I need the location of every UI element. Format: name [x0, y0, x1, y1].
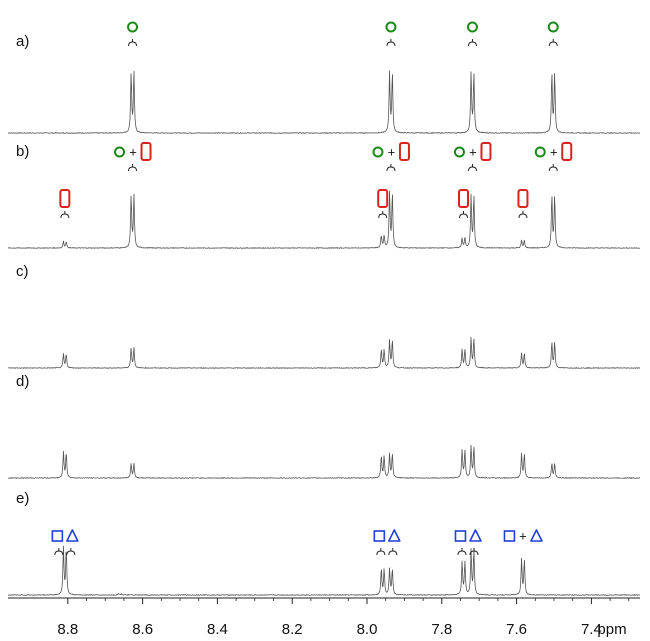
x-tick-label: 8.8 — [57, 621, 78, 638]
bracket-mark — [457, 548, 467, 556]
bracket-mark — [548, 39, 558, 47]
triangle-symbol-icon — [530, 529, 543, 542]
peak-annotation — [377, 189, 389, 219]
rectangle-symbol-icon — [140, 142, 152, 161]
spectrum-trace — [7, 336, 641, 369]
bracket-mark — [388, 548, 398, 556]
bracket-mark — [128, 164, 138, 172]
peak-annotation — [385, 21, 397, 47]
x-axis: 8.8 8.6 8.4 8.2 8.0 7.8 7.6 7.4 — [8, 597, 640, 638]
peak-annotation — [59, 189, 71, 219]
x-tick-label: 8.2 — [282, 621, 303, 638]
bracket-mark — [548, 164, 558, 172]
spectrum-label: c) — [16, 263, 29, 280]
circle-symbol-icon — [547, 21, 559, 33]
circle-symbol-icon — [534, 146, 546, 158]
circle-symbol-icon — [372, 146, 384, 158]
rectangle-symbol-icon — [377, 189, 389, 208]
rectangle-symbol-icon — [398, 142, 410, 161]
peak-annotation — [466, 21, 478, 47]
bracket-mark — [376, 548, 386, 556]
plus-sign: + — [469, 145, 477, 160]
bracket-mark — [66, 548, 76, 556]
bracket-mark — [128, 39, 138, 47]
bracket-mark — [467, 39, 477, 47]
peak-annotation — [517, 189, 529, 219]
square-symbol-icon — [373, 530, 386, 542]
bracket-mark — [386, 39, 396, 47]
peak-annotation: + — [372, 142, 410, 172]
circle-symbol-icon — [114, 146, 126, 158]
peak-annotation — [457, 189, 469, 219]
x-tick-label: 8.4 — [207, 621, 228, 638]
bracket-mark — [378, 211, 388, 219]
circle-symbol-icon — [466, 21, 478, 33]
rectangle-symbol-icon — [480, 142, 492, 161]
spectrum-trace — [7, 445, 641, 479]
circle-symbol-icon — [453, 146, 465, 158]
rectangle-symbol-icon — [457, 189, 469, 208]
rectangle-symbol-icon — [59, 189, 71, 208]
bracket-mark — [54, 548, 64, 556]
x-tick-label: 7.6 — [506, 621, 527, 638]
triangle-symbol-icon — [388, 529, 401, 542]
square-symbol-icon — [503, 530, 516, 542]
bracket-mark — [518, 211, 528, 219]
x-tick-label: 8.0 — [357, 621, 378, 638]
spectrum-c: c) — [7, 263, 641, 369]
spectrum-label: d) — [16, 373, 29, 390]
square-symbol-icon — [454, 530, 467, 542]
bracket-mark — [469, 548, 479, 556]
peak-annotation — [454, 529, 482, 556]
rectangle-symbol-icon — [561, 142, 573, 161]
plus-sign: + — [519, 529, 527, 544]
circle-symbol-icon — [127, 21, 139, 33]
x-axis-unit-label: ppm — [597, 621, 626, 638]
rectangle-symbol-icon — [517, 189, 529, 208]
plus-sign: + — [550, 145, 558, 160]
spectrum-d: d) — [7, 373, 641, 479]
spectrum-trace — [7, 545, 641, 596]
peak-annotation: + — [114, 142, 152, 172]
spectrum-label: e) — [16, 490, 29, 507]
plus-sign: + — [129, 145, 137, 160]
peak-annotation: + — [453, 142, 492, 172]
spectrum-trace — [7, 190, 641, 249]
bracket-mark — [386, 164, 396, 172]
x-tick-label: 7.4 — [581, 621, 602, 638]
spectrum-b: b) + + + + — [7, 142, 641, 249]
peak-annotation — [373, 529, 401, 556]
spectrum-trace — [7, 70, 641, 134]
spectrum-a: a) — [7, 21, 641, 134]
triangle-symbol-icon — [66, 529, 79, 542]
plus-sign: + — [388, 145, 396, 160]
peak-annotation — [51, 529, 79, 556]
peak-annotation: + — [503, 529, 543, 544]
peak-annotation — [127, 21, 139, 47]
square-symbol-icon — [51, 530, 64, 542]
peak-annotation: + — [534, 142, 573, 172]
bracket-mark — [458, 211, 468, 219]
spectrum-e: e) + — [7, 490, 641, 596]
circle-symbol-icon — [385, 21, 397, 33]
peak-annotation — [547, 21, 559, 47]
bracket-mark — [60, 211, 70, 219]
x-tick-label: 8.6 — [132, 621, 153, 638]
spectrum-label: a) — [16, 33, 29, 50]
x-tick-label: 7.8 — [431, 621, 452, 638]
spectrum-label: b) — [16, 143, 29, 160]
bracket-mark — [467, 164, 477, 172]
triangle-symbol-icon — [469, 529, 482, 542]
